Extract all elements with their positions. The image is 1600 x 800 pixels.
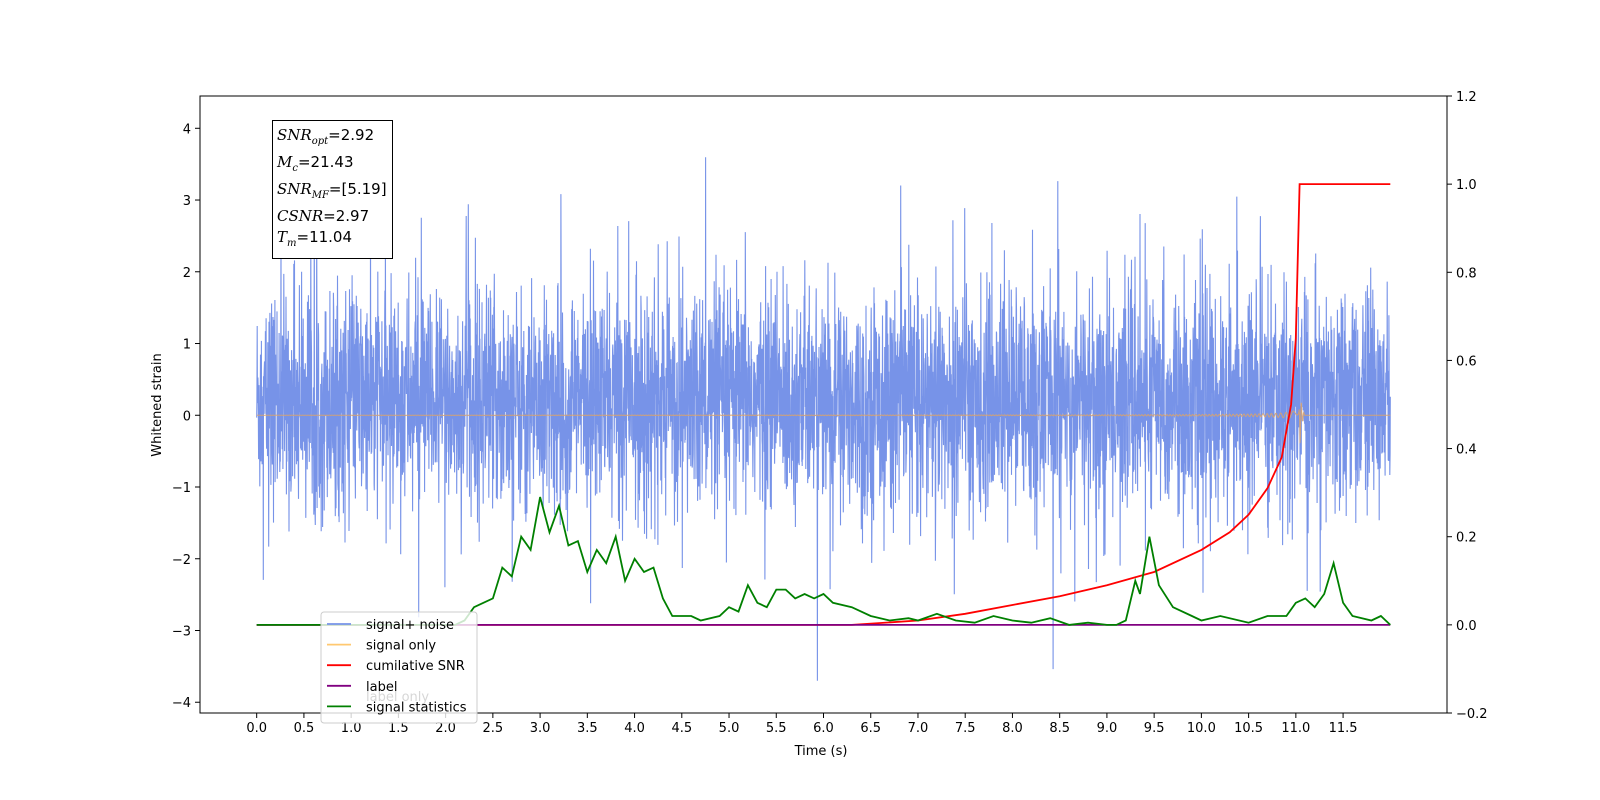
y-left-tick-label: −4 [172,696,191,711]
mc-line: Mc=21.43 [277,153,354,174]
x-tick-label: 10.5 [1234,721,1263,736]
x-tick-label: 4.0 [624,721,645,736]
x-tick-label: 2.5 [483,721,504,736]
y-right-tick-label: 0.0 [1456,619,1477,634]
snr-opt-value: 2.92 [340,126,375,144]
y-right-tick-label: 1.0 [1456,178,1477,193]
series-signal-only-line [256,402,1391,444]
x-tick-label: 1.5 [388,721,409,736]
series-cumulative-snr-line [256,183,1391,626]
y-left-tick-label: −3 [172,624,191,639]
y-right-tick-label: 0.4 [1456,443,1477,458]
x-tick-label: 8.0 [1002,721,1023,736]
tm-value: 11.04 [309,228,353,246]
annotation-box: SNRopt=2.92 Mc=21.43 SNRMF=[5.19] CSNR=2… [272,120,393,259]
y-right-tick-label: 1.2 [1456,90,1477,105]
series-signal-statistics-line [256,496,1391,626]
x-tick-label: 4.5 [671,721,692,736]
y-left-tick-label: 0 [183,409,191,424]
y-axis-left: −4 −3 −2 −1 0 1 2 3 4 [172,122,200,711]
y-left-tick-label: 1 [183,338,191,353]
legend-entry-label: label [366,680,397,695]
y-axis-label: Whitened strain [150,353,165,456]
x-tick-label: 9.5 [1144,721,1165,736]
x-tick-label: 5.5 [766,721,787,736]
x-tick-label: 0.0 [246,721,267,736]
legend-entry-label: signal+ noise [366,618,454,633]
mc-value: 21.43 [310,153,354,171]
x-tick-label: 8.5 [1049,721,1070,736]
x-tick-label: 0.5 [294,721,315,736]
snr-opt-line: SNRopt=2.92 [277,126,375,147]
y-left-tick-label: 3 [183,194,191,209]
x-tick-label: 7.0 [908,721,929,736]
y-right-tick-label: −0.2 [1456,707,1488,722]
y-left-tick-label: 4 [183,122,191,137]
series-signal-noise-line [256,143,1391,681]
csnr-value: 2.97 [335,207,370,225]
csnr-line: CSNR=2.97 [277,207,370,225]
y-right-tick-label: 0.8 [1456,266,1477,281]
x-tick-label: 7.5 [955,721,976,736]
x-tick-label: 1.0 [341,721,362,736]
x-tick-label: 11.0 [1281,721,1310,736]
legend-frame [320,611,478,724]
tm-line: Tm=11.04 [277,228,353,249]
x-axis: 0.0 0.5 1.0 1.5 2.0 2.5 3.0 3.5 4.0 4.5 5.0 5.5 6.0 6… [246,713,1358,736]
y-right-tick-label: 0.2 [1456,531,1477,546]
y-left-tick-label: −1 [172,481,191,496]
legend-entry-label: signal only [366,639,436,654]
y-left-tick-label: −2 [172,553,191,568]
x-axis-label: Time (s) [794,744,848,759]
legend-entry-label-hidden: label only [366,690,429,705]
x-tick-label: 10.0 [1187,721,1216,736]
legend-entry-label: signal statistics [366,700,467,715]
x-tick-label: 6.5 [860,721,881,736]
y-right-tick-label: 0.6 [1456,354,1477,369]
x-tick-label: 6.0 [813,721,834,736]
y-axis-right: −0.2 0.0 0.2 0.4 0.6 0.8 1.0 1.2 [1447,90,1488,722]
x-tick-label: 9.0 [1097,721,1118,736]
legend-entry-label: cumilative SNR [366,659,465,674]
snr-mf-value: [5.19] [341,180,387,198]
x-tick-label: 3.5 [577,721,598,736]
y-left-tick-label: 2 [183,266,191,281]
x-tick-label: 11.5 [1329,721,1358,736]
snr-mf-line: SNRMF=[5.19] [277,180,387,201]
x-tick-label: 3.0 [530,721,551,736]
legend: signal+ noise signal only cumilative SNR la… [320,611,478,724]
x-tick-label: 5.0 [719,721,740,736]
x-tick-label: 2.0 [435,721,456,736]
